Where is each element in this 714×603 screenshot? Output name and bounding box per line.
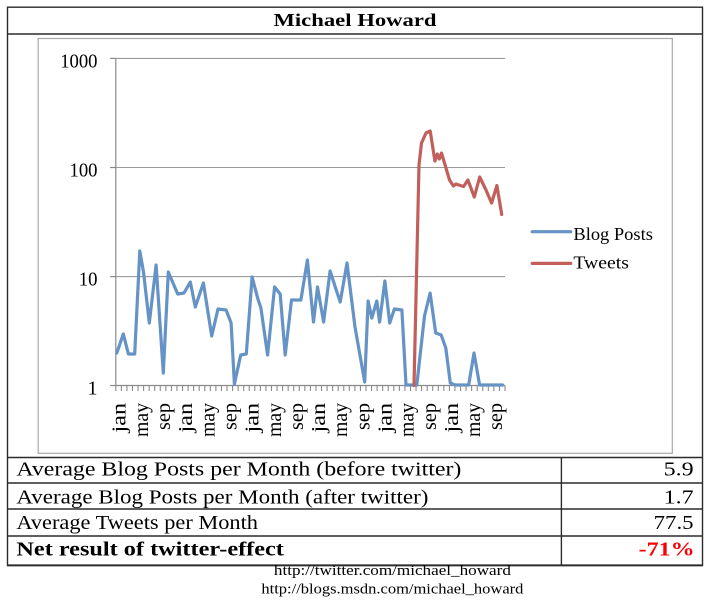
svg-text:Average Tweets per Month: Average Tweets per Month	[16, 512, 258, 534]
svg-text:may: may	[330, 403, 352, 437]
svg-text:sep: sep	[286, 403, 308, 430]
svg-text:Net result of twitter-effect: Net result of twitter-effect	[16, 538, 284, 560]
svg-text:sep: sep	[485, 403, 507, 430]
svg-text:sep: sep	[352, 403, 374, 430]
svg-text:Tweets: Tweets	[573, 253, 629, 273]
svg-text:Michael Howard: Michael Howard	[274, 10, 437, 30]
svg-text:1000: 1000	[60, 50, 97, 72]
svg-text:77.5: 77.5	[654, 512, 694, 534]
svg-text:http://blogs.msdn.com/michael_: http://blogs.msdn.com/michael_howard	[261, 581, 524, 597]
svg-text:jan: jan	[441, 403, 463, 434]
svg-text:sep: sep	[219, 403, 241, 430]
svg-text:1.7: 1.7	[664, 486, 694, 508]
svg-text:may: may	[197, 403, 219, 437]
svg-text:-71%: -71%	[639, 538, 695, 560]
svg-text:may: may	[131, 403, 153, 437]
svg-text:jan: jan	[308, 403, 330, 434]
svg-text:Average Blog Posts per Month (: Average Blog Posts per Month (after twit…	[16, 486, 428, 508]
svg-text:jan: jan	[242, 403, 264, 434]
svg-text:5.9: 5.9	[664, 459, 694, 481]
svg-text:1: 1	[88, 377, 98, 399]
svg-text:Average Blog Posts per Month (: Average Blog Posts per Month (before twi…	[16, 459, 461, 481]
svg-text:jan: jan	[109, 403, 131, 434]
svg-text:http://twitter.com/michael_how: http://twitter.com/michael_howard	[274, 563, 512, 579]
svg-text:jan: jan	[175, 403, 197, 434]
svg-text:may: may	[397, 403, 419, 437]
svg-text:sep: sep	[153, 403, 175, 430]
svg-text:may: may	[264, 403, 286, 437]
svg-text:100: 100	[70, 159, 98, 181]
svg-text:jan: jan	[375, 403, 397, 434]
svg-text:sep: sep	[419, 403, 441, 430]
svg-text:10: 10	[79, 269, 98, 291]
svg-text:may: may	[463, 403, 485, 437]
svg-text:Blog Posts: Blog Posts	[573, 224, 653, 244]
